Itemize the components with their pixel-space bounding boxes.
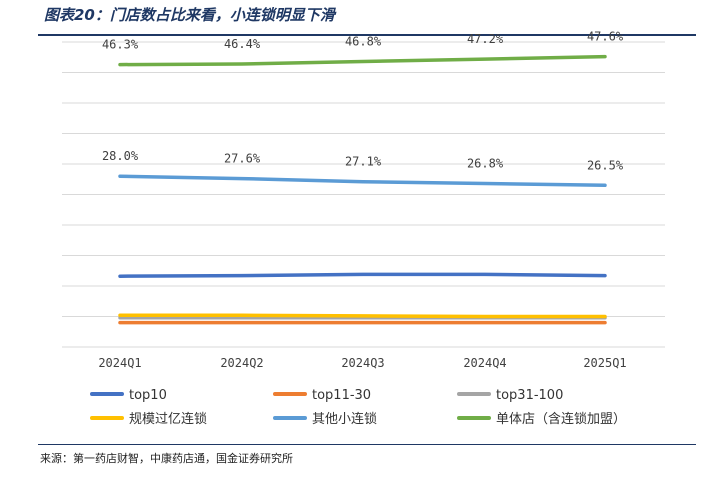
x-tick-label: 2024Q1 xyxy=(98,356,141,370)
data-label: 47.2% xyxy=(467,32,504,46)
x-tick-label: 2024Q3 xyxy=(341,356,384,370)
legend-label: top31-100 xyxy=(496,388,563,403)
data-label: 46.4% xyxy=(224,37,261,51)
data-label: 27.6% xyxy=(224,152,261,166)
legend-label: 其他小连锁 xyxy=(312,411,377,427)
x-tick-label: 2024Q2 xyxy=(220,356,263,370)
chart-title: 图表20：门店数占比来看，小连锁明显下滑 xyxy=(44,6,335,24)
legend-label: top11-30 xyxy=(312,388,371,403)
x-tick-label: 2024Q4 xyxy=(463,356,506,370)
data-label: 47.6% xyxy=(587,30,624,44)
series-line-3 xyxy=(118,313,607,319)
data-label: 46.8% xyxy=(345,35,382,49)
title-rule xyxy=(38,34,696,36)
source-note: 来源：第一药店财智，中康药店通，国金证券研究所 xyxy=(40,452,293,465)
series-line-4 xyxy=(118,174,607,188)
legend-label: 单体店（含连锁加盟） xyxy=(496,411,626,427)
data-label: 27.1% xyxy=(345,155,382,169)
legend-label: top10 xyxy=(129,388,167,403)
x-tick-label: 2025Q1 xyxy=(583,356,626,370)
series-line-0 xyxy=(118,272,607,278)
data-label: 28.0% xyxy=(102,149,139,163)
series-line-5 xyxy=(118,54,607,67)
footer-rule xyxy=(38,444,696,445)
line-chart: 2024Q1 2024Q2 2024Q3 2024Q4 2025Q1 28.0% 27.6%… xyxy=(62,30,665,427)
data-label: 26.5% xyxy=(587,158,624,172)
data-label: 26.8% xyxy=(467,157,504,171)
legend-label: 规模过亿连锁 xyxy=(129,411,207,427)
data-label: 46.3% xyxy=(102,38,139,52)
